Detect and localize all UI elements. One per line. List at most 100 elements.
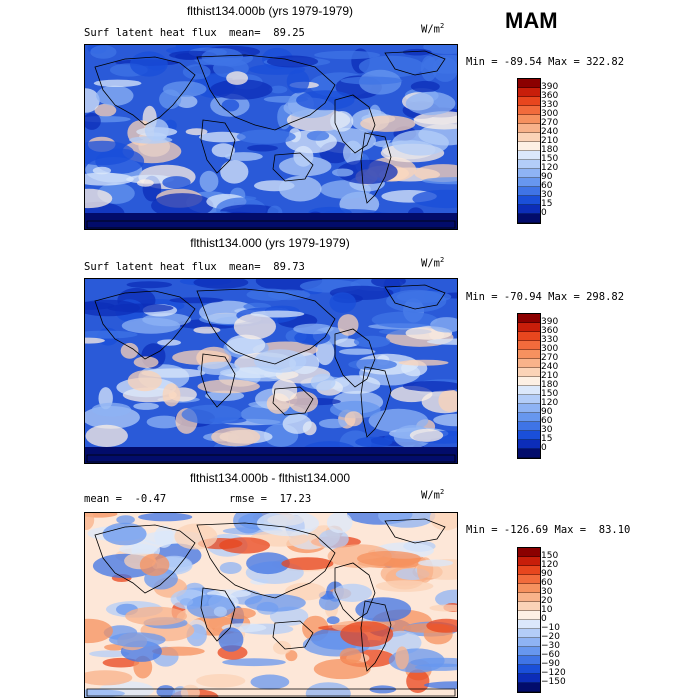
field-blob — [337, 314, 359, 336]
field-blob — [413, 111, 457, 130]
colorbar-tick-label: 270 — [541, 353, 559, 363]
colorbar-tick-label: 30 — [541, 190, 553, 200]
colorbar-segment — [518, 413, 540, 422]
colorbar-segment — [518, 422, 540, 431]
colorbar-tick-label: 60 — [541, 578, 553, 588]
colorbar-segment — [518, 160, 540, 169]
colorbar-segment — [518, 97, 540, 106]
colorbar-segment — [518, 214, 540, 223]
field-blob — [133, 356, 159, 368]
coastline — [94, 290, 196, 360]
colorbar-tick-label: −60 — [541, 650, 560, 660]
field-blob — [182, 64, 211, 80]
field-blob — [109, 632, 166, 648]
coastline — [86, 688, 456, 697]
field-blob — [174, 523, 218, 550]
field-blob — [85, 88, 100, 113]
field-blob — [284, 582, 327, 601]
colorbar-tick-label: 30 — [541, 587, 553, 597]
colorbar-tick-label: 20 — [541, 596, 553, 606]
panel2-colorbar-box — [517, 313, 541, 459]
colorbar-segment — [518, 683, 540, 692]
field-blob — [226, 71, 249, 85]
panel1-colorbar: 390 360 330 300 270 240 210 180 150 120 90 60 30 15 0 — [517, 78, 558, 224]
colorbar-tick-label: 15 — [541, 434, 553, 444]
panel1-units: W/m2 — [421, 22, 445, 36]
field-blob — [180, 684, 200, 697]
field-blob — [343, 140, 363, 165]
field-blob — [162, 383, 181, 407]
coastline — [94, 524, 196, 594]
coastline — [196, 288, 336, 365]
field-blob — [369, 685, 397, 694]
field-blob — [85, 670, 133, 686]
colorbar-segment — [518, 593, 540, 602]
panel2-colorbar: 390 360 330 300 270 240 210 180 150 120 90 60 30 15 0 — [517, 313, 558, 459]
colorbar-segment — [518, 656, 540, 665]
field-blob — [402, 381, 457, 392]
field-blob — [120, 342, 139, 359]
colorbar-segment — [518, 638, 540, 647]
field-blob — [371, 279, 406, 288]
colorbar-tick-label: 150 — [541, 389, 559, 399]
colorbar-tick-label: 390 — [541, 317, 559, 327]
coastline — [200, 587, 236, 642]
colorbar-segment — [518, 332, 540, 341]
field-blob — [285, 650, 298, 662]
coastline — [334, 94, 376, 154]
colorbar-segment — [518, 142, 540, 151]
field-blob — [220, 160, 249, 184]
colorbar-segment — [518, 115, 540, 124]
field-blob — [219, 537, 270, 554]
field-blob — [378, 513, 436, 528]
panel2-map — [84, 278, 458, 464]
field-blob — [330, 111, 354, 132]
field-blob — [127, 370, 162, 392]
field-blob — [432, 56, 457, 82]
panel2-minmax: Min = -70.94 Max = 298.82 — [466, 291, 625, 303]
field-blob — [93, 79, 142, 87]
field-blob — [386, 289, 447, 313]
coastline — [94, 56, 196, 126]
panel3-map — [84, 512, 458, 698]
field-blob — [286, 69, 310, 94]
field-blob — [294, 330, 331, 346]
field-blob — [318, 529, 349, 549]
colorbar-tick-label: 300 — [541, 344, 559, 354]
field-blob — [326, 616, 340, 625]
colorbar-segment — [518, 575, 540, 584]
colorbar-segment — [518, 314, 540, 323]
panel2-mean-label: mean= 89.73 — [229, 261, 305, 273]
colorbar-tick-label: 360 — [541, 91, 559, 101]
colorbar-segment — [518, 431, 540, 440]
field-blob — [91, 402, 132, 417]
colorbar-segment — [518, 368, 540, 377]
colorbar-tick-label: 330 — [541, 100, 559, 110]
colorbar-segment — [518, 133, 540, 142]
field-blob — [85, 112, 101, 130]
coastline — [334, 328, 376, 388]
field-blob — [420, 55, 438, 82]
panel3-map-svg — [85, 513, 457, 697]
colorbar-tick-label: 240 — [541, 362, 559, 372]
field-blob — [426, 618, 457, 633]
field-blob — [199, 170, 219, 192]
panel1-left-label: Surf latent heat flux — [84, 27, 217, 39]
field-blob — [244, 593, 306, 612]
field-blob — [125, 606, 187, 626]
coastline — [200, 119, 236, 174]
field-blob — [193, 326, 221, 334]
panel1-mean-label: mean= 89.25 — [229, 27, 305, 39]
panel1-minmax: Min = -89.54 Max = 322.82 — [466, 56, 625, 68]
field-blob — [226, 334, 266, 356]
colorbar-segment — [518, 350, 540, 359]
colorbar-tick-label: 150 — [541, 154, 559, 164]
field-blob — [133, 402, 159, 410]
colorbar-segment — [518, 629, 540, 638]
colorbar-tick-label: 120 — [541, 163, 559, 173]
colorbar-tick-label: 330 — [541, 335, 559, 345]
colorbar-segment — [518, 79, 540, 88]
field-blob — [406, 669, 430, 693]
field-blob — [197, 361, 240, 375]
colorbar-segment — [518, 584, 540, 593]
